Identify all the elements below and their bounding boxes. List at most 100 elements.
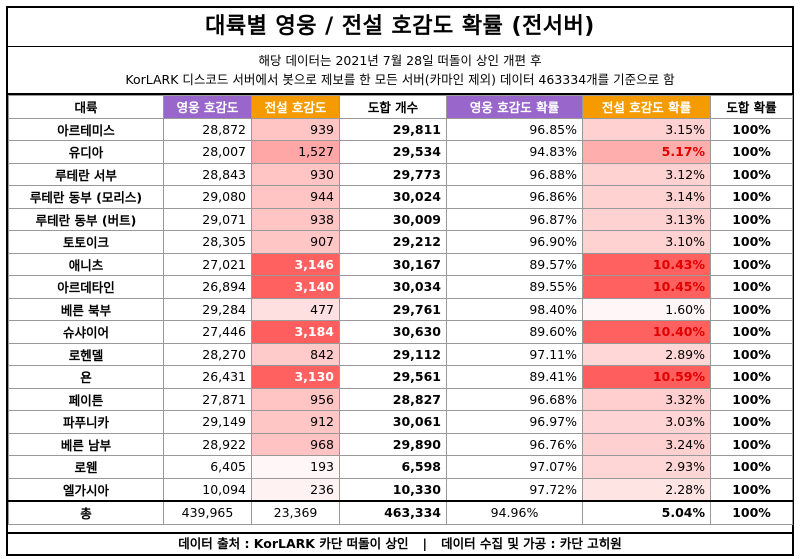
cell-legend-count: 907 [251, 230, 340, 254]
cell-total: 29,811 [339, 117, 447, 141]
cell-legend-count: 193 [251, 455, 340, 479]
cell-region: 루테란 동부 (모리스) [8, 185, 164, 209]
cell-legend-count: 912 [251, 410, 340, 434]
page-title: 대륙별 영웅 / 전설 호감도 확률 (전서버) [8, 8, 792, 47]
cell-hero-count: 26,894 [163, 275, 252, 299]
table-row: 로헨델 28,270 842 29,112 97.11% 2.89% 100% [8, 342, 793, 366]
table-row: 아르데타인 26,894 3,140 30,034 89.55% 10.45% 100% [8, 275, 793, 299]
data-table: 대륙 영웅 호감도 전설 호감도 도합 개수 영웅 호감도 확률 전설 호감도 … [8, 95, 793, 525]
cell-total-rate: 100% [710, 140, 793, 164]
cell-legend-count: 938 [251, 207, 340, 231]
cell-hero-count: 29,149 [163, 410, 252, 434]
cell-hero-rate: 89.57% [446, 252, 583, 276]
cell-total-rate: 100% [710, 365, 793, 389]
footer-separator: | [422, 536, 428, 551]
cell-hero-rate: 96.88% [446, 162, 583, 186]
cell-legend-rate: 10.43% [582, 252, 711, 276]
cell-hero-count: 29,080 [163, 185, 252, 209]
cell-legend-rate: 2.93% [582, 455, 711, 479]
cell-legend-count: 23,369 [251, 500, 340, 525]
cell-hero-rate: 94.96% [446, 500, 583, 525]
cell-region: 페이튼 [8, 387, 164, 411]
cell-hero-rate: 96.87% [446, 207, 583, 231]
cell-hero-count: 29,071 [163, 207, 252, 231]
cell-total-rate: 100% [710, 185, 793, 209]
cell-total: 29,773 [339, 162, 447, 186]
cell-legend-rate: 3.03% [582, 410, 711, 434]
cell-hero-count: 28,305 [163, 230, 252, 254]
footer-source: 데이터 출처 : KorLARK 카단 떠돌이 상인 [178, 536, 409, 551]
cell-total-rate: 100% [710, 230, 793, 254]
cell-region: 총 [8, 500, 164, 525]
cell-hero-rate: 98.40% [446, 297, 583, 321]
cell-region: 욘 [8, 365, 164, 389]
cell-hero-count: 27,871 [163, 387, 252, 411]
cell-region: 엘가시아 [8, 477, 164, 502]
cell-legend-rate: 5.17% [582, 140, 711, 164]
col-header-region: 대륙 [8, 95, 164, 119]
cell-legend-rate: 3.24% [582, 432, 711, 456]
cell-total-rate: 100% [710, 455, 793, 479]
cell-total-rate: 100% [710, 387, 793, 411]
cell-region: 루테란 서부 [8, 162, 164, 186]
cell-total-rate: 100% [710, 252, 793, 276]
cell-total-rate: 100% [710, 432, 793, 456]
cell-region: 유디아 [8, 140, 164, 164]
cell-legend-rate: 1.60% [582, 297, 711, 321]
cell-hero-rate: 89.41% [446, 365, 583, 389]
cell-total: 29,212 [339, 230, 447, 254]
table-row: 페이튼 27,871 956 28,827 96.68% 3.32% 100% [8, 387, 793, 411]
cell-legend-rate: 3.10% [582, 230, 711, 254]
cell-total: 10,330 [339, 477, 447, 502]
cell-total: 29,890 [339, 432, 447, 456]
subtitle-line-2: KorLARK 디스코드 서버에서 봇으로 제보를 한 모든 서버(카마인 제외… [8, 70, 792, 95]
cell-total: 28,827 [339, 387, 447, 411]
table-row: 슈샤이어 27,446 3,184 30,630 89.60% 10.40% 100% [8, 320, 793, 344]
cell-total: 30,024 [339, 185, 447, 209]
cell-total-rate: 100% [710, 342, 793, 366]
cell-hero-rate: 89.60% [446, 320, 583, 344]
subtitle-line-1: 해당 데이터는 2021년 7월 28일 떠돌이 상인 개편 후 [258, 53, 542, 68]
cell-hero-count: 28,007 [163, 140, 252, 164]
cell-legend-count: 3,184 [251, 320, 340, 344]
cell-legend-count: 939 [251, 117, 340, 141]
cell-total-rate: 100% [710, 500, 793, 525]
cell-hero-rate: 97.72% [446, 477, 583, 502]
table-row: 토토이크 28,305 907 29,212 96.90% 3.10% 100% [8, 230, 793, 254]
cell-legend-count: 930 [251, 162, 340, 186]
cell-total: 30,009 [339, 207, 447, 231]
cell-total: 29,534 [339, 140, 447, 164]
footer: 데이터 출처 : KorLARK 카단 떠돌이 상인 | 데이터 수집 및 가공 :… [8, 532, 792, 554]
table-row: 엘가시아 10,094 236 10,330 97.72% 2.28% 100% [8, 477, 793, 502]
cell-legend-count: 842 [251, 342, 340, 366]
cell-total: 6,598 [339, 455, 447, 479]
cell-region: 토토이크 [8, 230, 164, 254]
cell-total-rate: 100% [710, 207, 793, 231]
total-row: 총 439,965 23,369 463,334 94.96% 5.04% 100% [8, 500, 793, 525]
cell-hero-rate: 89.55% [446, 275, 583, 299]
cell-region: 아르데타인 [8, 275, 164, 299]
cell-legend-count: 3,140 [251, 275, 340, 299]
table-row: 애니츠 27,021 3,146 30,167 89.57% 10.43% 100% [8, 252, 793, 276]
cell-region: 애니츠 [8, 252, 164, 276]
footer-processing: 데이터 수집 및 가공 : 카단 고히원 [441, 536, 622, 551]
cell-total-rate: 100% [710, 297, 793, 321]
cell-legend-rate: 2.89% [582, 342, 711, 366]
cell-total: 30,061 [339, 410, 447, 434]
table-row: 로웬 6,405 193 6,598 97.07% 2.93% 100% [8, 455, 793, 479]
cell-region: 루테란 동부 (버트) [8, 207, 164, 231]
cell-hero-rate: 97.11% [446, 342, 583, 366]
cell-legend-count: 944 [251, 185, 340, 209]
cell-hero-rate: 96.85% [446, 117, 583, 141]
cell-region: 로헨델 [8, 342, 164, 366]
cell-hero-count: 10,094 [163, 477, 252, 502]
table-row: 베른 북부 29,284 477 29,761 98.40% 1.60% 100% [8, 297, 793, 321]
col-header-total: 도합 개수 [339, 95, 447, 119]
header-row: 대륙 영웅 호감도 전설 호감도 도합 개수 영웅 호감도 확률 전설 호감도 … [8, 95, 793, 119]
cell-hero-count: 27,446 [163, 320, 252, 344]
table-row: 유디아 28,007 1,527 29,534 94.83% 5.17% 100% [8, 140, 793, 164]
sheet: 대륙별 영웅 / 전설 호감도 확률 (전서버) 해당 데이터는 2021년 7… [6, 6, 794, 556]
cell-legend-rate: 10.40% [582, 320, 711, 344]
table-row: 욘 26,431 3,130 29,561 89.41% 10.59% 100% [8, 365, 793, 389]
table-row: 베른 남부 28,922 968 29,890 96.76% 3.24% 100% [8, 432, 793, 456]
